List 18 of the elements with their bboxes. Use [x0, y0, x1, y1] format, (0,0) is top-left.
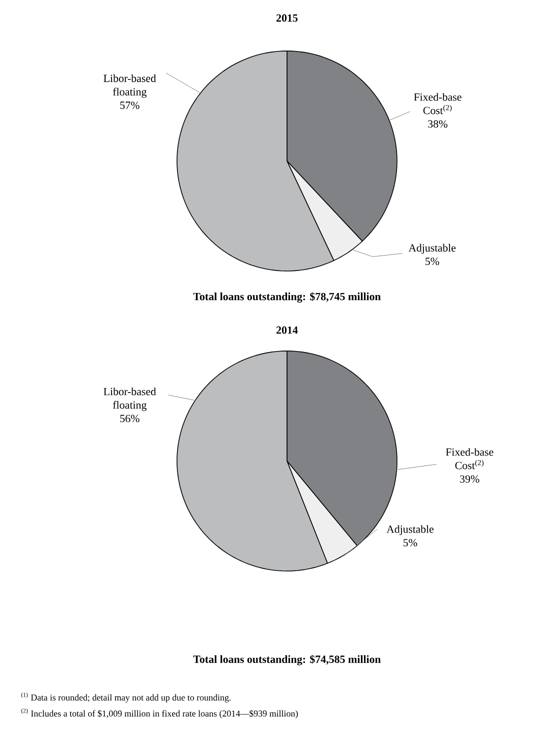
slice-label: Fixed-base Cost$^{(2)}$ [414, 93, 462, 114]
text: $^{(1)}$ Data is rounded; detail may not add up due to rounding. [21, 692, 231, 702]
slice-label: Libor-based floating [104, 388, 156, 411]
text: Total loans outstanding: $78,745 million [193, 292, 381, 303]
chart-title: 2015 [276, 14, 298, 22]
slice-label: Libor-based floating [104, 74, 156, 98]
text: Total loans outstanding: $74,585 million [193, 654, 381, 666]
data-label: 5% [426, 258, 440, 266]
data-label: 56% [120, 414, 140, 422]
slice-label: Adjustable [408, 244, 456, 254]
slice-label: Adjustable [386, 525, 434, 536]
chart-title: 2014 [276, 326, 298, 334]
text: $^{(2)}$ Includes a total of $1,009 million in fixed rate loans (2014—$939 million) [21, 708, 298, 718]
data-label: 39% [460, 475, 480, 483]
data-label: 38% [428, 120, 448, 128]
slice-label: Fixed-base Cost$^{(2)}$ [446, 448, 494, 470]
data-label: 57% [120, 102, 140, 109]
data-label: 5% [404, 538, 418, 546]
